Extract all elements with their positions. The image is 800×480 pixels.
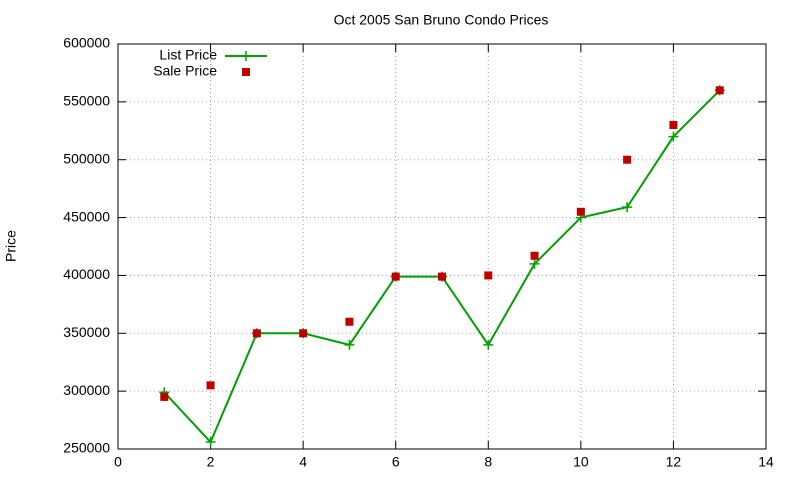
- x-tick-label: 2: [207, 454, 215, 470]
- data-point: [205, 437, 216, 448]
- data-point: [206, 381, 215, 390]
- data-point: [391, 272, 400, 281]
- data-point: [344, 339, 355, 350]
- plot-frame: [117, 43, 767, 450]
- y-tick-label: 550000: [63, 93, 110, 109]
- data-point: [622, 202, 633, 213]
- x-tick-label: 10: [573, 454, 589, 470]
- x-tick-label: 4: [299, 454, 307, 470]
- legend-marker: [242, 68, 250, 76]
- y-axis-label: Price: [3, 230, 19, 262]
- data-point: [160, 392, 169, 401]
- data-point: [484, 271, 493, 280]
- legend-label: List Price: [159, 47, 217, 63]
- legend-label: Sale Price: [153, 63, 217, 79]
- data-point: [669, 121, 678, 129]
- chart-title: Oct 2005 San Bruno Condo Prices: [334, 12, 549, 28]
- data-point: [252, 329, 261, 338]
- data-point: [623, 155, 632, 164]
- y-tick-label: 600000: [63, 35, 110, 51]
- data-point: [483, 339, 494, 350]
- data-point: [529, 258, 540, 269]
- data-point: [345, 317, 354, 326]
- y-tick-label: 350000: [63, 324, 110, 340]
- data-point: [576, 207, 585, 216]
- data-point: [530, 251, 539, 260]
- data-point: [715, 86, 724, 95]
- data-point: [299, 329, 308, 338]
- y-tick-label: 450000: [63, 208, 110, 224]
- series-line: [163, 89, 721, 444]
- y-tick-label: 300000: [63, 382, 110, 398]
- data-point: [438, 272, 446, 281]
- x-tick-label: 8: [484, 454, 492, 470]
- y-tick-label: 250000: [63, 440, 110, 456]
- x-tick-label: 14: [758, 454, 774, 470]
- data-point: [668, 131, 679, 142]
- y-tick-label: 400000: [63, 266, 110, 282]
- y-tick-label: 500000: [63, 150, 110, 166]
- x-tick-label: 12: [666, 454, 682, 470]
- legend-marker: [241, 51, 251, 61]
- x-tick-label: 6: [392, 454, 400, 470]
- x-tick-label: 0: [114, 454, 122, 470]
